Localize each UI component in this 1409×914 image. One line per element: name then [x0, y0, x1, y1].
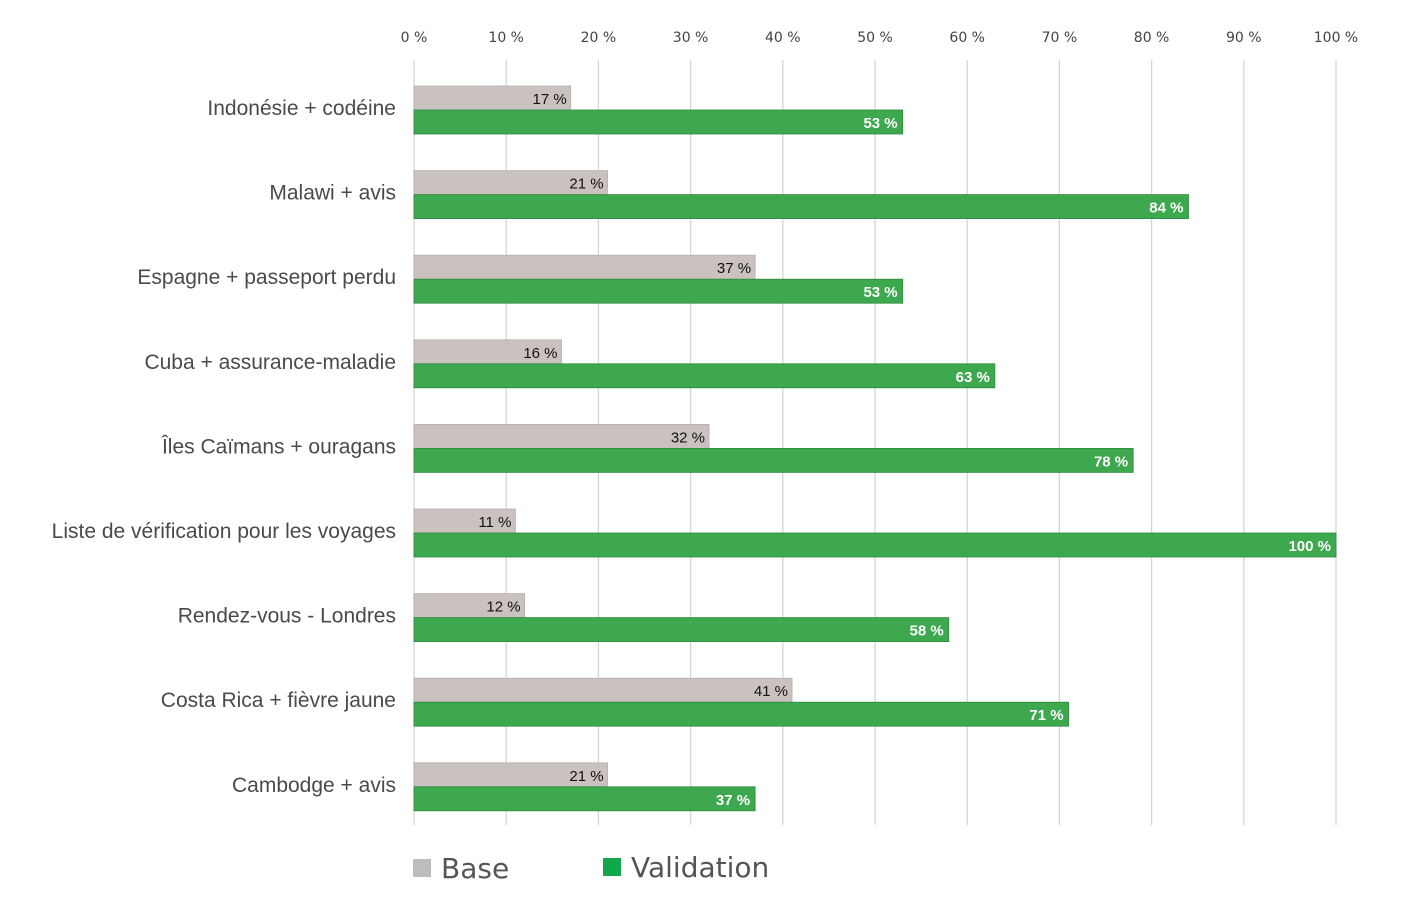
bar-validation: [413, 701, 1070, 727]
bar-validation: [413, 447, 1134, 473]
x-tick-label: 90 %: [1226, 30, 1262, 46]
data-label-validation: 71 %: [1029, 707, 1063, 724]
legend-label-validation: Validation: [631, 851, 769, 884]
bar-validation: [413, 194, 1189, 220]
category-label: Costa Rica + fièvre jaune: [161, 689, 396, 712]
x-tick-label: 40 %: [765, 30, 801, 46]
category-label: Espagne + passeport perdu: [137, 266, 396, 289]
legend-swatch-base: [413, 859, 431, 877]
data-label-base: 37 %: [717, 260, 751, 277]
x-axis-ticks: 0 % 10 % 20 % 30 % 40 % 50 % 60 % 70 % 80 % 90 % 1…: [401, 30, 1359, 46]
x-tick-label: 30 %: [673, 30, 709, 46]
data-label-validation: 78 %: [1094, 453, 1128, 470]
x-tick-label: 60 %: [949, 30, 985, 46]
data-label-validation: 53 %: [863, 284, 897, 301]
x-tick-label: 80 %: [1134, 30, 1170, 46]
category-label: Cuba + assurance-maladie: [144, 351, 396, 374]
category-labels: Indonésie + codéine Malawi + avis Espagne …: [52, 97, 396, 797]
bar-base: [413, 508, 516, 534]
data-label-base: 21 %: [569, 768, 603, 785]
category-label: Liste de vérification pour les voyages: [52, 520, 396, 543]
x-tick-label: 10 %: [488, 30, 524, 46]
bars: 17 % 53 % 21 % 84 % 37 % 53 % 16 % 63 % 32 % 78 %…: [413, 85, 1337, 812]
data-label-validation: 58 %: [910, 623, 944, 640]
bar-validation: [413, 363, 996, 389]
data-label-base: 21 %: [569, 176, 603, 193]
bar-validation: [413, 278, 904, 304]
x-tick-label: 20 %: [581, 30, 617, 46]
data-label-base: 12 %: [486, 599, 520, 616]
data-label-base: 17 %: [533, 91, 567, 108]
bar-base: [413, 85, 572, 111]
data-label-base: 41 %: [754, 683, 788, 700]
bar-validation: [413, 532, 1337, 558]
data-label-base: 11 %: [478, 514, 511, 531]
data-label-base: 32 %: [671, 429, 705, 446]
bar-validation: [413, 786, 756, 812]
category-label: Rendez-vous - Londres: [178, 605, 396, 628]
data-label-validation: 84 %: [1149, 200, 1183, 217]
x-tick-label: 0 %: [401, 30, 428, 46]
category-label: Indonésie + codéine: [207, 97, 396, 120]
x-tick-label: 70 %: [1042, 30, 1078, 46]
bar-base: [413, 339, 562, 365]
category-label: Îles Caïmans + ouragans: [161, 435, 396, 458]
x-tick-label: 50 %: [857, 30, 893, 46]
data-label-base: 16 %: [523, 345, 557, 362]
bar-base: [413, 762, 609, 788]
category-label: Cambodge + avis: [232, 774, 396, 797]
bar-validation: [413, 617, 950, 642]
data-label-validation: 37 %: [716, 792, 750, 809]
bar-validation: [413, 109, 904, 135]
bar-base: [413, 593, 526, 618]
category-label: Malawi + avis: [269, 182, 396, 205]
x-tick-label: 100 %: [1314, 30, 1358, 46]
bar-base: [413, 677, 793, 703]
legend-swatch-validation: [603, 858, 621, 876]
bar-base: [413, 423, 710, 449]
legend-label-base: Base: [441, 852, 509, 885]
data-label-validation: 63 %: [956, 369, 990, 386]
legend: Base Validation: [413, 851, 769, 885]
data-label-validation: 100 %: [1288, 538, 1331, 555]
bar-base: [413, 170, 609, 196]
data-label-validation: 53 %: [863, 115, 897, 132]
bar-base: [413, 254, 756, 280]
